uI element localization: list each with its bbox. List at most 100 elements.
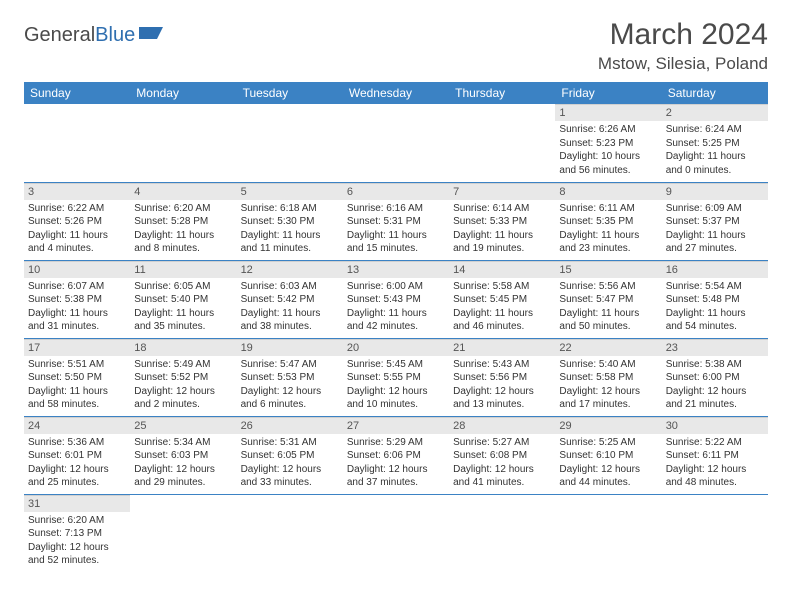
weekday-header: Saturday	[662, 82, 768, 104]
calendar-row: 31Sunrise: 6:20 AMSunset: 7:13 PMDayligh…	[24, 494, 768, 572]
day-number: 24	[24, 417, 130, 434]
weekday-header: Friday	[555, 82, 661, 104]
sunrise-line: Sunrise: 6:00 AM	[347, 280, 445, 294]
sunset-line: Sunset: 5:47 PM	[559, 293, 657, 307]
calendar-cell: 25Sunrise: 5:34 AMSunset: 6:03 PMDayligh…	[130, 416, 236, 494]
daylight-line: Daylight: 11 hours and 31 minutes.	[28, 307, 126, 334]
sunset-line: Sunset: 5:37 PM	[666, 215, 764, 229]
sunrise-line: Sunrise: 6:03 AM	[241, 280, 339, 294]
day-details: Sunrise: 6:20 AMSunset: 7:13 PMDaylight:…	[24, 512, 130, 572]
sunset-line: Sunset: 5:28 PM	[134, 215, 232, 229]
daylight-line: Daylight: 11 hours and 38 minutes.	[241, 307, 339, 334]
daylight-line: Daylight: 11 hours and 0 minutes.	[666, 150, 764, 177]
sunset-line: Sunset: 5:58 PM	[559, 371, 657, 385]
day-details: Sunrise: 6:11 AMSunset: 5:35 PMDaylight:…	[555, 200, 661, 260]
day-number: 13	[343, 261, 449, 278]
sunset-line: Sunset: 5:40 PM	[134, 293, 232, 307]
calendar-cell	[237, 494, 343, 572]
daylight-line: Daylight: 11 hours and 54 minutes.	[666, 307, 764, 334]
sunrise-line: Sunrise: 5:56 AM	[559, 280, 657, 294]
daylight-line: Daylight: 12 hours and 13 minutes.	[453, 385, 551, 412]
calendar-cell: 3Sunrise: 6:22 AMSunset: 5:26 PMDaylight…	[24, 182, 130, 260]
daylight-line: Daylight: 11 hours and 8 minutes.	[134, 229, 232, 256]
day-details: Sunrise: 5:54 AMSunset: 5:48 PMDaylight:…	[662, 278, 768, 338]
sunrise-line: Sunrise: 6:16 AM	[347, 202, 445, 216]
day-number: 8	[555, 183, 661, 200]
sunset-line: Sunset: 6:03 PM	[134, 449, 232, 463]
calendar-cell: 20Sunrise: 5:45 AMSunset: 5:55 PMDayligh…	[343, 338, 449, 416]
day-number: 20	[343, 339, 449, 356]
daylight-line: Daylight: 12 hours and 10 minutes.	[347, 385, 445, 412]
sunset-line: Sunset: 5:48 PM	[666, 293, 764, 307]
sunrise-line: Sunrise: 5:43 AM	[453, 358, 551, 372]
sunset-line: Sunset: 5:38 PM	[28, 293, 126, 307]
calendar-cell: 9 Sunrise: 6:09 AMSunset: 5:37 PMDaylight…	[662, 182, 768, 260]
sunrise-line: Sunrise: 5:27 AM	[453, 436, 551, 450]
weekday-header: Sunday	[24, 82, 130, 104]
calendar-cell: 19Sunrise: 5:47 AMSunset: 5:53 PMDayligh…	[237, 338, 343, 416]
day-number: 26	[237, 417, 343, 434]
weekday-header: Monday	[130, 82, 236, 104]
calendar-cell: 28Sunrise: 5:27 AMSunset: 6:08 PMDayligh…	[449, 416, 555, 494]
calendar-cell	[343, 104, 449, 182]
calendar-cell: 29Sunrise: 5:25 AMSunset: 6:10 PMDayligh…	[555, 416, 661, 494]
sunrise-line: Sunrise: 5:29 AM	[347, 436, 445, 450]
calendar-cell: 17Sunrise: 5:51 AMSunset: 5:50 PMDayligh…	[24, 338, 130, 416]
calendar-cell: 10Sunrise: 6:07 AMSunset: 5:38 PMDayligh…	[24, 260, 130, 338]
sunset-line: Sunset: 5:26 PM	[28, 215, 126, 229]
day-details: Sunrise: 6:14 AMSunset: 5:33 PMDaylight:…	[449, 200, 555, 260]
day-details: Sunrise: 6:26 AMSunset: 5:23 PMDaylight:…	[555, 121, 661, 181]
day-details: Sunrise: 6:18 AMSunset: 5:30 PMDaylight:…	[237, 200, 343, 260]
day-number: 30	[662, 417, 768, 434]
sunrise-line: Sunrise: 5:58 AM	[453, 280, 551, 294]
calendar-cell: 5Sunrise: 6:18 AMSunset: 5:30 PMDaylight…	[237, 182, 343, 260]
daylight-line: Daylight: 12 hours and 33 minutes.	[241, 463, 339, 490]
calendar-cell	[343, 494, 449, 572]
calendar-cell: 6Sunrise: 6:16 AMSunset: 5:31 PMDaylight…	[343, 182, 449, 260]
daylight-line: Daylight: 11 hours and 27 minutes.	[666, 229, 764, 256]
sunset-line: Sunset: 6:10 PM	[559, 449, 657, 463]
sunrise-line: Sunrise: 5:25 AM	[559, 436, 657, 450]
day-details: Sunrise: 5:45 AMSunset: 5:55 PMDaylight:…	[343, 356, 449, 416]
day-details: Sunrise: 5:34 AMSunset: 6:03 PMDaylight:…	[130, 434, 236, 494]
day-number: 11	[130, 261, 236, 278]
day-number: 25	[130, 417, 236, 434]
day-number: 18	[130, 339, 236, 356]
day-details: Sunrise: 5:38 AMSunset: 6:00 PMDaylight:…	[662, 356, 768, 416]
weekday-header: Tuesday	[237, 82, 343, 104]
daylight-line: Daylight: 12 hours and 48 minutes.	[666, 463, 764, 490]
sunrise-line: Sunrise: 5:45 AM	[347, 358, 445, 372]
day-details: Sunrise: 6:00 AMSunset: 5:43 PMDaylight:…	[343, 278, 449, 338]
sunset-line: Sunset: 6:05 PM	[241, 449, 339, 463]
brand-part1: General	[24, 24, 95, 47]
day-details: Sunrise: 6:20 AMSunset: 5:28 PMDaylight:…	[130, 200, 236, 260]
calendar-row: 10Sunrise: 6:07 AMSunset: 5:38 PMDayligh…	[24, 260, 768, 338]
day-number: 7	[449, 183, 555, 200]
daylight-line: Daylight: 11 hours and 58 minutes.	[28, 385, 126, 412]
sunset-line: Sunset: 6:11 PM	[666, 449, 764, 463]
day-number: 10	[24, 261, 130, 278]
sunset-line: Sunset: 5:50 PM	[28, 371, 126, 385]
sunset-line: Sunset: 5:52 PM	[134, 371, 232, 385]
day-number: 5	[237, 183, 343, 200]
calendar-cell	[130, 494, 236, 572]
calendar-cell: 7Sunrise: 6:14 AMSunset: 5:33 PMDaylight…	[449, 182, 555, 260]
day-details: Sunrise: 5:27 AMSunset: 6:08 PMDaylight:…	[449, 434, 555, 494]
day-details: Sunrise: 5:49 AMSunset: 5:52 PMDaylight:…	[130, 356, 236, 416]
sunrise-line: Sunrise: 6:05 AM	[134, 280, 232, 294]
daylight-line: Daylight: 12 hours and 41 minutes.	[453, 463, 551, 490]
sunrise-line: Sunrise: 6:09 AM	[666, 202, 764, 216]
sunset-line: Sunset: 5:42 PM	[241, 293, 339, 307]
day-number: 23	[662, 339, 768, 356]
calendar-cell	[662, 494, 768, 572]
day-number: 9	[662, 183, 768, 200]
calendar-cell	[237, 104, 343, 182]
daylight-line: Daylight: 11 hours and 46 minutes.	[453, 307, 551, 334]
sunset-line: Sunset: 5:23 PM	[559, 137, 657, 151]
sunset-line: Sunset: 5:25 PM	[666, 137, 764, 151]
day-number: 22	[555, 339, 661, 356]
calendar-cell: 22Sunrise: 5:40 AMSunset: 5:58 PMDayligh…	[555, 338, 661, 416]
day-details: Sunrise: 6:05 AMSunset: 5:40 PMDaylight:…	[130, 278, 236, 338]
sunset-line: Sunset: 5:31 PM	[347, 215, 445, 229]
calendar-cell: 2Sunrise: 6:24 AMSunset: 5:25 PMDaylight…	[662, 104, 768, 182]
